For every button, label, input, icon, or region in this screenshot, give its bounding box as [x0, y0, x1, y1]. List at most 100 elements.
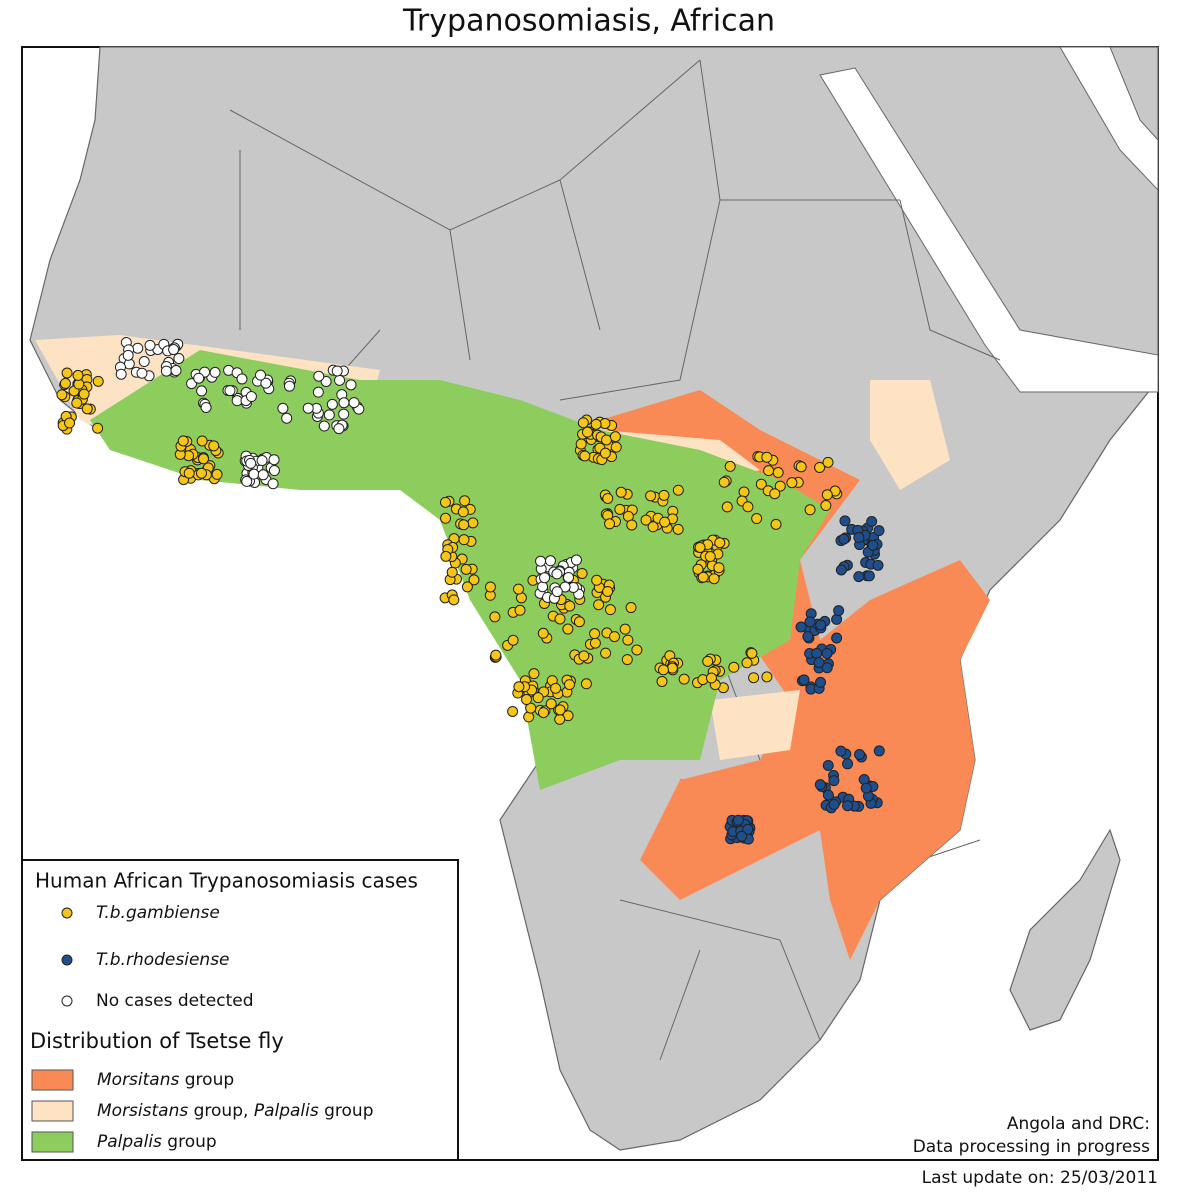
case-point — [833, 605, 845, 617]
legend-label: No cases detected — [96, 991, 254, 1011]
case-point — [751, 513, 763, 525]
case-point — [692, 563, 704, 575]
case-point — [467, 517, 479, 529]
case-point — [721, 501, 733, 513]
case-point — [196, 385, 208, 397]
case-point — [626, 519, 638, 531]
case-point — [281, 412, 293, 424]
case-point — [461, 581, 473, 593]
case-point — [200, 401, 212, 413]
case-point — [458, 519, 470, 531]
case-point — [732, 814, 744, 826]
legend-label: Palpalis group — [97, 1132, 217, 1152]
case-point — [168, 344, 180, 356]
case-point — [138, 356, 150, 368]
case-point — [820, 500, 832, 512]
case-point — [136, 367, 148, 379]
case-point — [656, 675, 668, 687]
case-point — [602, 492, 614, 504]
case-point — [610, 441, 622, 453]
legend-label: T.b.rhodesiense — [96, 950, 230, 970]
case-point — [678, 673, 690, 685]
case-point — [267, 478, 279, 490]
case-point — [575, 438, 587, 450]
case-point — [640, 514, 652, 526]
case-point — [554, 713, 566, 725]
case-point — [196, 435, 208, 447]
case-point — [822, 759, 834, 771]
case-point — [208, 440, 220, 452]
note-line: Angola and DRC: — [1007, 1114, 1150, 1134]
case-point — [835, 745, 847, 757]
case-point — [713, 562, 725, 574]
case-point — [724, 460, 736, 472]
case-point — [769, 488, 781, 500]
label-part: group — [179, 1070, 234, 1090]
case-point — [622, 634, 634, 646]
case-point — [815, 619, 827, 631]
case-point — [814, 779, 826, 791]
legend-marker — [61, 995, 73, 1007]
case-point — [821, 662, 833, 674]
case-point — [854, 748, 866, 760]
label-part: Morsitans — [97, 1070, 179, 1090]
case-point — [550, 682, 562, 694]
case-point — [736, 830, 748, 842]
case-point — [872, 559, 884, 571]
case-point — [563, 679, 575, 691]
case-point — [786, 477, 798, 489]
case-point — [338, 397, 350, 409]
case-point — [563, 571, 575, 583]
case-point — [602, 585, 614, 597]
legend-label: Morsitans group — [97, 1070, 234, 1090]
case-point — [348, 397, 360, 409]
case-point — [831, 632, 843, 644]
legend: Human African Trypanosomiasis cases T.b.g… — [30, 869, 418, 1153]
case-point — [672, 523, 684, 535]
case-point — [521, 694, 533, 706]
footer: Last update on: 25/03/2011 — [922, 1168, 1158, 1188]
legend-swatch — [31, 1069, 74, 1091]
case-point — [770, 518, 782, 530]
case-point — [554, 704, 566, 716]
case-point — [236, 373, 248, 385]
case-point — [59, 377, 71, 389]
label-part: group, — [188, 1101, 254, 1121]
case-point — [160, 365, 172, 377]
case-point — [92, 375, 104, 387]
case-point — [866, 515, 878, 527]
case-point — [802, 631, 814, 643]
case-point — [625, 602, 637, 614]
case-point — [513, 583, 525, 595]
case-point — [78, 388, 90, 400]
case-point — [860, 782, 872, 794]
case-point — [813, 656, 825, 668]
case-point — [761, 451, 773, 463]
case-point — [578, 650, 590, 662]
case-point — [708, 573, 720, 585]
case-point — [326, 398, 338, 410]
legend-box — [21, 859, 459, 1161]
legend-swatch — [31, 1100, 74, 1122]
case-point — [562, 623, 574, 635]
case-point — [873, 525, 885, 537]
case-point — [468, 574, 480, 586]
case-point — [835, 564, 847, 576]
case-point — [458, 534, 470, 546]
case-point — [822, 456, 834, 468]
case-point — [254, 369, 266, 381]
case-point — [528, 668, 540, 680]
case-point — [539, 572, 551, 584]
case-point — [173, 352, 185, 364]
case-point — [741, 657, 753, 669]
case-point — [323, 409, 335, 421]
case-point — [92, 422, 104, 434]
case-point — [755, 478, 767, 490]
label-part: Palpalis — [97, 1132, 162, 1152]
legend-title: Distribution of Tsetse fly — [30, 1029, 284, 1053]
case-point — [738, 486, 750, 498]
case-point — [177, 435, 189, 447]
case-point — [56, 389, 68, 401]
case-point — [514, 604, 526, 616]
